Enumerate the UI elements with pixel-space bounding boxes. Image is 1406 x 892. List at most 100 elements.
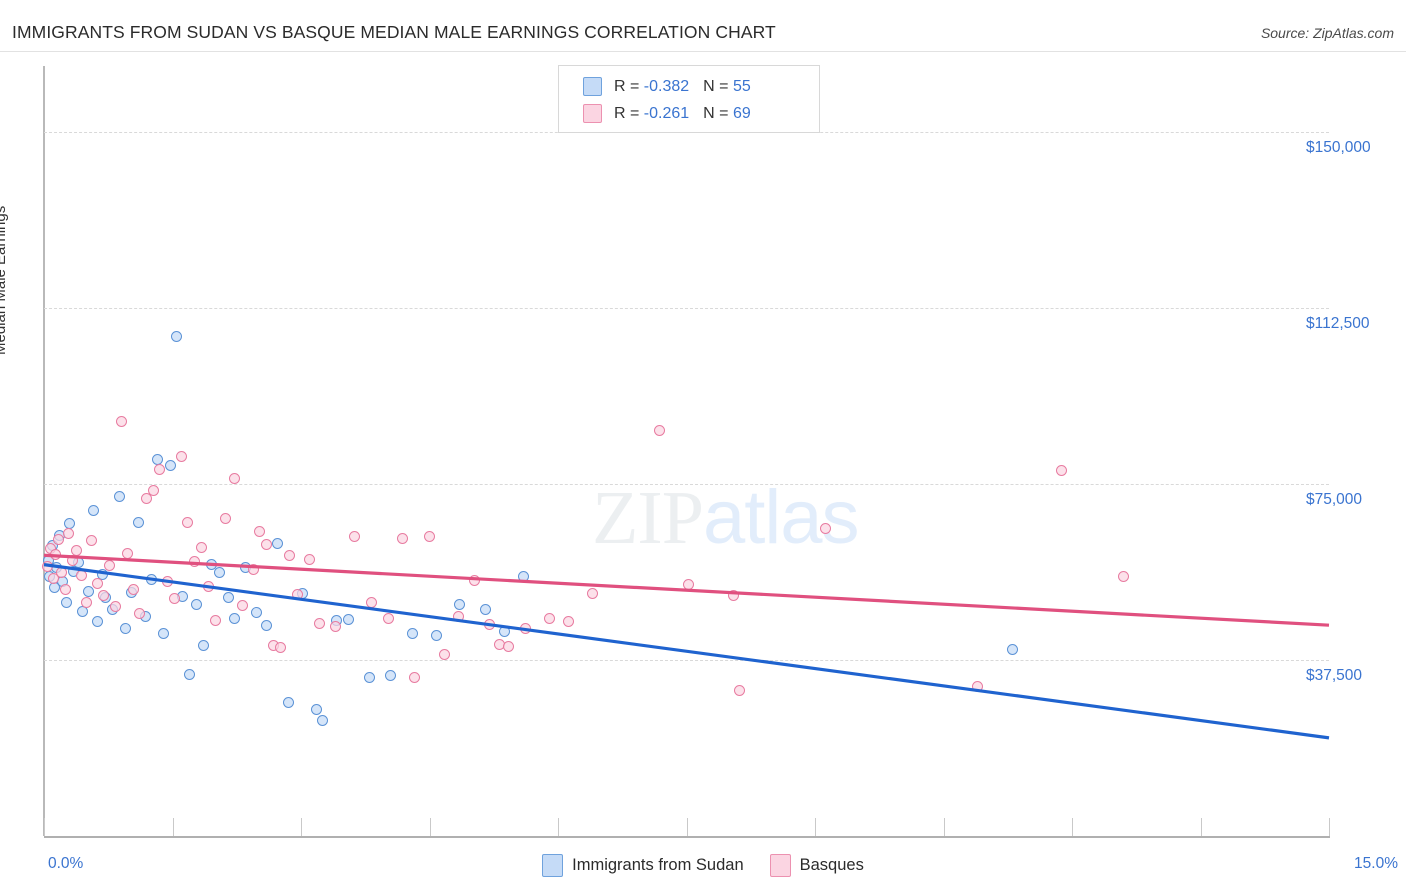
x-axis-tick bbox=[1329, 818, 1330, 836]
scatter-point bbox=[274, 641, 286, 653]
scatter-point bbox=[59, 583, 71, 595]
scatter-point bbox=[728, 589, 740, 601]
plot-area: ZIPatlas bbox=[41, 66, 1330, 836]
scatter-point bbox=[237, 599, 249, 611]
scatter-point bbox=[1056, 464, 1068, 476]
x-axis-tick bbox=[172, 818, 174, 836]
scatter-point bbox=[98, 590, 110, 602]
x-axis-tick bbox=[1072, 818, 1073, 836]
x-axis-tick bbox=[429, 818, 431, 836]
y-axis-line bbox=[43, 66, 45, 836]
scatter-point bbox=[128, 584, 140, 596]
y-axis-title: Median Male Earnings bbox=[0, 205, 9, 355]
x-axis-tick bbox=[686, 818, 688, 836]
scatter-point bbox=[148, 484, 160, 496]
scatter-point bbox=[47, 573, 59, 585]
scatter-point bbox=[1006, 644, 1018, 656]
scatter-point bbox=[734, 685, 746, 697]
scatter-point bbox=[92, 577, 104, 589]
scatter-point bbox=[214, 566, 226, 578]
scatter-point bbox=[653, 425, 665, 437]
page-title: IMMIGRANTS FROM SUDAN VS BASQUE MEDIAN M… bbox=[12, 22, 776, 42]
scatter-point bbox=[283, 550, 295, 562]
scatter-point bbox=[88, 505, 100, 517]
scatter-point bbox=[115, 415, 127, 427]
scatter-point bbox=[819, 522, 831, 534]
y-axis-tick-label: $112,500 bbox=[1306, 314, 1370, 332]
scatter-point bbox=[165, 460, 177, 472]
series-legend: Immigrants from Sudan Basques bbox=[0, 848, 1406, 882]
scatter-point bbox=[171, 330, 183, 342]
scatter-point bbox=[316, 715, 328, 726]
scatter-point bbox=[543, 613, 555, 625]
x-axis-tick bbox=[558, 818, 559, 836]
scatter-point bbox=[314, 618, 326, 630]
scatter-point bbox=[406, 628, 418, 640]
n-value-basques: 69 bbox=[732, 104, 751, 122]
stats-text-sudan: R = -0.382 N = 55 bbox=[614, 77, 751, 95]
scatter-point bbox=[141, 492, 153, 504]
scatter-point bbox=[81, 597, 93, 609]
trendline bbox=[43, 563, 1330, 740]
x-axis-tick bbox=[943, 818, 945, 836]
scatter-point bbox=[261, 538, 273, 550]
scatter-point bbox=[53, 533, 65, 545]
legend-entry-basques[interactable]: Basques bbox=[769, 853, 864, 877]
x-axis-min-label: 0.0% bbox=[48, 855, 84, 872]
x-axis-tick bbox=[1200, 818, 1202, 836]
scatter-point bbox=[282, 697, 294, 709]
legend-entry-sudan[interactable]: Immigrants from Sudan bbox=[542, 853, 744, 877]
scatter-point bbox=[261, 620, 273, 632]
blue-square-swatch-icon bbox=[583, 77, 602, 96]
scatter-point bbox=[103, 560, 115, 572]
r-value-basques: -0.261 bbox=[643, 104, 690, 122]
scatter-point bbox=[190, 598, 202, 610]
scatter-point bbox=[175, 450, 187, 462]
stats-row-sudan: R = -0.382 N = 55 bbox=[559, 73, 819, 100]
gridline bbox=[44, 483, 1329, 485]
stats-text-basques: R = -0.261 N = 69 bbox=[614, 104, 751, 122]
scatter-point bbox=[271, 537, 283, 549]
x-axis-tick bbox=[44, 818, 45, 836]
scatter-point bbox=[158, 627, 170, 639]
trendline bbox=[43, 553, 1330, 627]
scatter-point bbox=[348, 530, 360, 542]
gridline bbox=[44, 307, 1329, 309]
gridline bbox=[44, 659, 1329, 661]
scatter-point bbox=[468, 575, 480, 587]
scatter-point bbox=[196, 541, 208, 553]
scatter-point bbox=[119, 623, 131, 635]
scatter-point bbox=[209, 614, 221, 626]
scatter-point bbox=[586, 587, 598, 599]
scatter-point bbox=[132, 516, 144, 528]
pink-square-swatch-icon bbox=[583, 104, 602, 123]
scatter-point bbox=[408, 672, 420, 684]
scatter-point bbox=[86, 535, 98, 547]
correlation-stats-legend: R = -0.382 N = 55 R = -0.261 N = 69 bbox=[558, 65, 820, 133]
x-axis-max-label: 15.0% bbox=[1354, 855, 1398, 872]
scatter-point bbox=[430, 630, 442, 642]
scatter-point bbox=[310, 704, 322, 716]
scatter-point bbox=[154, 463, 166, 475]
stats-row-basques: R = -0.261 N = 69 bbox=[559, 100, 819, 127]
scatter-point bbox=[228, 613, 240, 625]
scatter-point bbox=[83, 585, 95, 597]
scatter-point bbox=[91, 616, 103, 628]
y-axis-tick-label: $75,000 bbox=[1306, 490, 1363, 508]
x-axis-tick bbox=[815, 818, 816, 836]
scatter-point bbox=[304, 553, 316, 565]
scatter-point bbox=[396, 532, 408, 544]
scatter-point bbox=[254, 525, 266, 537]
scatter-point bbox=[63, 527, 75, 539]
scatter-point bbox=[424, 531, 435, 543]
scatter-point bbox=[182, 517, 194, 529]
scatter-point bbox=[184, 668, 196, 680]
scatter-point bbox=[453, 599, 465, 611]
scatter-point bbox=[247, 563, 259, 575]
scatter-point bbox=[113, 490, 125, 502]
header-divider bbox=[0, 51, 1406, 52]
scatter-point bbox=[134, 608, 146, 620]
scatter-point bbox=[220, 512, 232, 524]
x-axis-tick bbox=[301, 818, 302, 836]
